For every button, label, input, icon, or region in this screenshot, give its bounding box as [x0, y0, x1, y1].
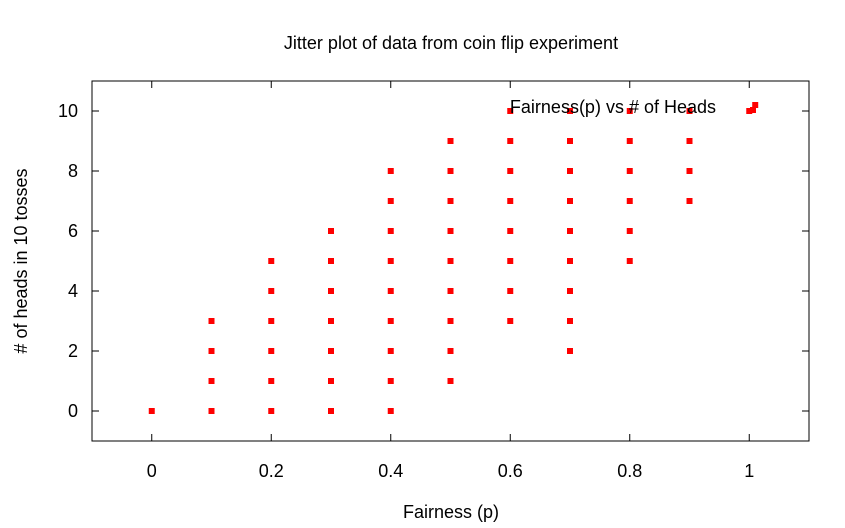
data-point: [268, 378, 275, 384]
data-point: [567, 228, 573, 234]
x-tick-label: 0.6: [498, 461, 523, 481]
data-point: [447, 378, 454, 384]
data-point: [686, 198, 693, 204]
data-point: [507, 138, 514, 144]
data-point: [567, 348, 573, 354]
x-tick-label: 0: [147, 461, 157, 481]
data-point: [387, 198, 394, 204]
data-point: [328, 228, 334, 234]
plot-frame: [91, 80, 810, 442]
data-point: [626, 258, 633, 264]
data-point: [328, 258, 334, 264]
data-point: [686, 168, 693, 174]
data-point: [507, 288, 514, 294]
data-point: [328, 408, 334, 414]
data-point: [507, 258, 514, 264]
y-axis: 0 2 4 6 8 10: [58, 101, 809, 421]
legend: Fairness(p) vs # of Heads: [510, 97, 756, 117]
x-tick-label: 1: [744, 461, 754, 481]
data-point: [447, 288, 454, 294]
data-point: [626, 168, 633, 174]
data-point: [447, 318, 454, 324]
x-tick-label: 0.4: [378, 461, 403, 481]
data-point: [567, 288, 573, 294]
data-point: [507, 228, 514, 234]
data-point: [626, 198, 633, 204]
data-point: [447, 348, 454, 354]
data-point: [268, 348, 275, 354]
data-point: [567, 138, 573, 144]
data-point: [387, 408, 394, 414]
data-point: [268, 318, 275, 324]
data-point: [387, 288, 394, 294]
data-point: [686, 108, 693, 114]
x-axis-label: Fairness (p): [403, 502, 499, 522]
x-tick-label: 0.2: [259, 461, 284, 481]
data-point: [447, 198, 454, 204]
data-point: [626, 108, 633, 114]
data-point: [387, 258, 394, 264]
legend-marker: [750, 107, 756, 113]
data-point: [626, 138, 633, 144]
y-tick-label: 6: [68, 221, 78, 241]
data-point: [387, 228, 394, 234]
data-point: [746, 108, 753, 114]
data-point: [507, 108, 514, 114]
x-axis: 0 0.2 0.4 0.6 0.8 1: [147, 81, 754, 481]
data-point: [268, 288, 275, 294]
data-point: [447, 228, 454, 234]
data-point: [387, 318, 394, 324]
data-point: [387, 168, 394, 174]
data-point: [208, 408, 215, 414]
data-point: [752, 102, 759, 108]
data-point: [507, 318, 514, 324]
data-point: [387, 378, 394, 384]
data-point: [447, 138, 454, 144]
data-point: [686, 138, 693, 144]
data-point: [387, 348, 394, 354]
data-points: [148, 102, 759, 414]
data-point: [328, 378, 334, 384]
legend-label: Fairness(p) vs # of Heads: [510, 97, 716, 117]
y-axis-label: # of heads in 10 tosses: [11, 168, 31, 353]
data-point: [208, 318, 215, 324]
y-tick-label: 10: [58, 101, 78, 121]
data-point: [328, 288, 334, 294]
data-point: [328, 318, 334, 324]
y-tick-label: 0: [68, 401, 78, 421]
data-point: [208, 348, 215, 354]
x-tick-label: 0.8: [617, 461, 642, 481]
data-point: [268, 408, 275, 414]
y-tick-label: 4: [68, 281, 78, 301]
data-point: [567, 198, 573, 204]
data-point: [328, 348, 334, 354]
data-point: [626, 228, 633, 234]
y-tick-label: 2: [68, 341, 78, 361]
data-point: [567, 168, 573, 174]
y-tick-label: 8: [68, 161, 78, 181]
data-point: [447, 168, 454, 174]
data-point: [268, 258, 275, 264]
data-point: [507, 168, 514, 174]
chart-title: Jitter plot of data from coin flip exper…: [284, 33, 618, 53]
data-point: [208, 378, 215, 384]
data-point: [567, 318, 573, 324]
data-point: [567, 258, 573, 264]
data-point: [148, 408, 155, 414]
data-point: [507, 198, 514, 204]
data-point: [567, 108, 573, 114]
data-point: [447, 258, 454, 264]
